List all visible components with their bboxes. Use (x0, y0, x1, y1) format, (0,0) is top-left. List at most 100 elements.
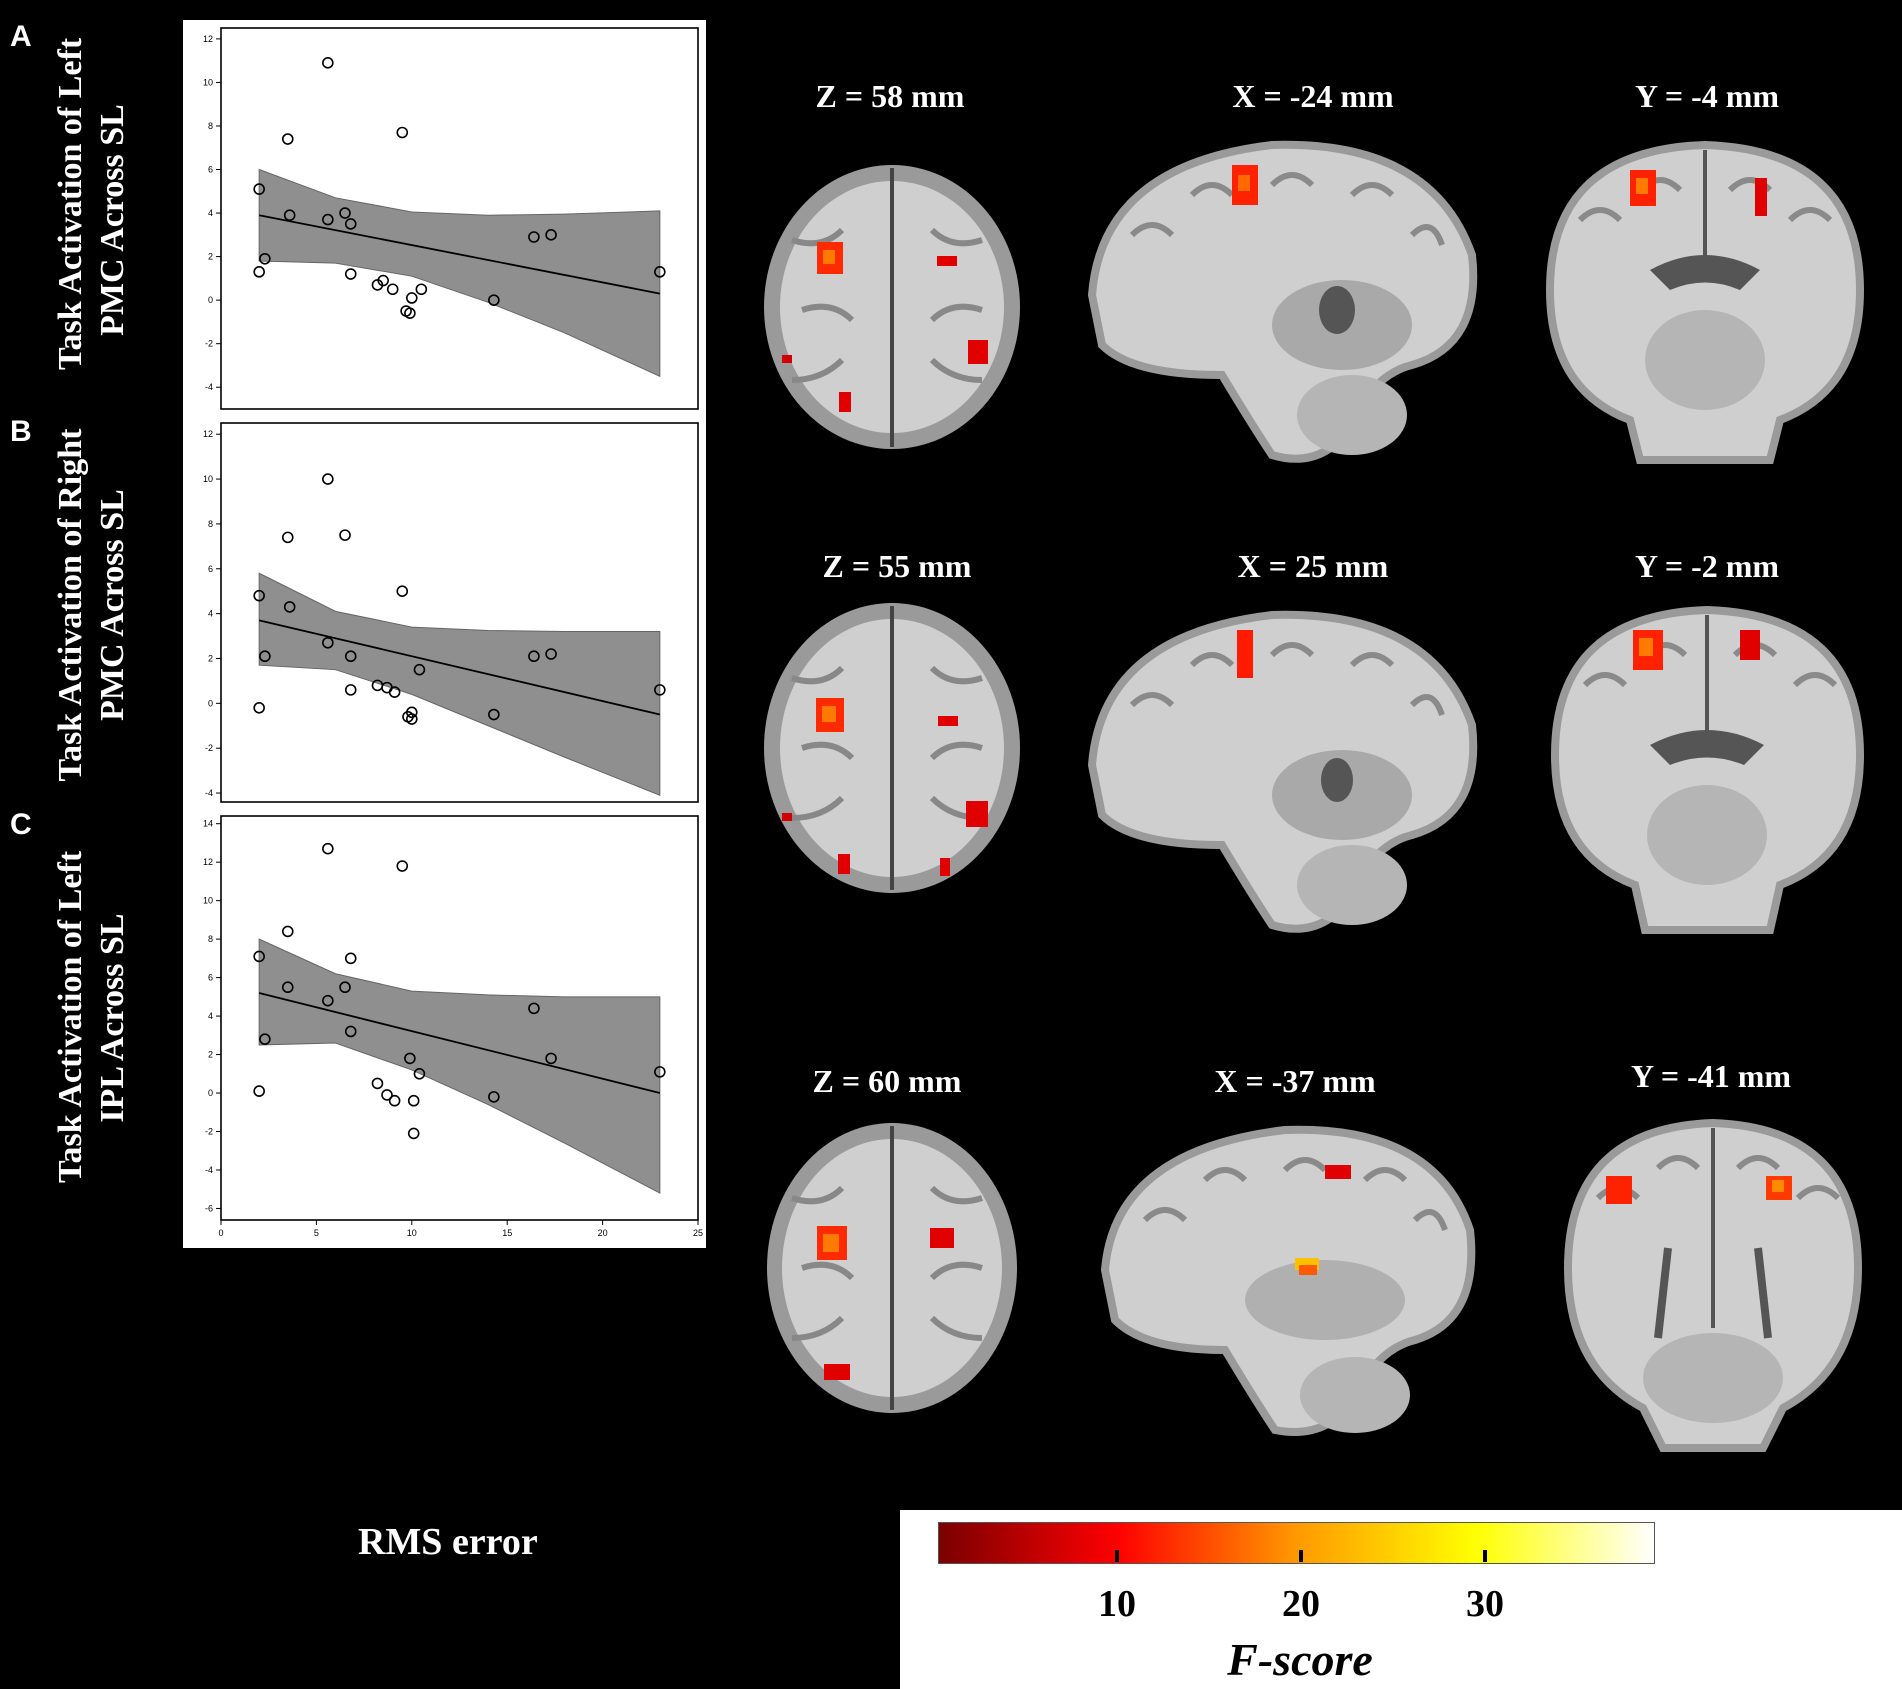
slice-label-b-coronal: Y = -2 mm (1634, 548, 1780, 584)
panel-letter-b: B (10, 415, 32, 448)
data-point (253, 1085, 265, 1097)
y-tick-label: 8 (208, 121, 213, 131)
colorbar-tick-mark (1483, 1550, 1487, 1562)
data-point (259, 1033, 271, 1045)
data-point (281, 925, 294, 938)
data-point (488, 1091, 500, 1103)
data-point (404, 1052, 416, 1065)
y-axis-label-a: Task Activation of Left PMC Across SL (50, 37, 134, 370)
brain-slice-b-axial (764, 603, 1020, 893)
y-axis-label-a-line1: Task Activation of Left (52, 37, 89, 370)
slice-label-a-axial: Z = 58 mm (815, 78, 965, 114)
y-axis-label-c-line2: IPL Across SL (94, 913, 131, 1123)
regression-line (258, 214, 661, 295)
y-tick-label: 4 (208, 208, 213, 218)
data-point (396, 860, 409, 872)
data-point (281, 981, 294, 994)
y-axis-label-a-line2: PMC Across SL (94, 104, 131, 336)
data-point (339, 981, 351, 994)
y-tick-label: 10 (203, 896, 213, 906)
y-tick-label: 2 (208, 252, 213, 262)
data-point (396, 126, 409, 139)
y-tick-label: 0 (208, 698, 213, 708)
data-point (388, 686, 401, 698)
scatter-plot-c: -6 -4 -2 0 2 4 6 8 10 12 14 0 5 10 15 20 25 (183, 808, 706, 1248)
data-point (322, 636, 334, 649)
data-point (381, 1089, 393, 1101)
data-point (406, 292, 418, 304)
data-point (344, 1025, 357, 1038)
data-point (488, 294, 500, 306)
data-point (413, 663, 426, 676)
y-tick-label: 4 (208, 1011, 213, 1021)
y-tick-label: 12 (203, 34, 213, 44)
data-point (344, 650, 357, 663)
data-point (388, 1094, 401, 1107)
y-tick-label: 2 (208, 1050, 213, 1060)
y-axis-label-b-line1: Task Activation of Right (52, 428, 89, 782)
brain-slice-c-axial (767, 1123, 1017, 1413)
slice-label-b-axial: Z = 55 mm (822, 548, 972, 584)
data-point (344, 268, 357, 280)
x-tick-label: 10 (407, 1228, 417, 1238)
slice-label-c-sagittal: X = -37 mm (1214, 1063, 1376, 1099)
y-axis-label-c-line1: Task Activation of Left (52, 850, 89, 1183)
colorbar-title: F-score (1227, 1634, 1373, 1685)
data-point (404, 307, 416, 320)
colorbar-tick-label: 10 (1098, 1583, 1136, 1625)
scatter-svg-c: -6 -4 -2 0 2 4 6 8 10 12 14 0 5 10 15 20 25 (203, 815, 703, 1238)
data-point (344, 684, 357, 696)
y-tick-label: 6 (208, 165, 213, 175)
brain-slice-a-axial (764, 165, 1020, 449)
data-point (654, 684, 666, 696)
data-point (253, 589, 265, 602)
y-axis-label-c: Task Activation of Left IPL Across SL (50, 850, 134, 1183)
y-tick-label: 2 (208, 653, 213, 663)
data-point (283, 601, 296, 613)
slice-label-b-sagittal: X = 25 mm (1237, 548, 1389, 584)
data-point (322, 473, 334, 485)
data-point (339, 529, 351, 541)
data-point (545, 648, 557, 660)
data-point (407, 1094, 420, 1107)
scatter-plot-b: -4 -2 0 2 4 6 8 10 12 (183, 415, 706, 808)
x-tick-label: 5 (314, 1228, 319, 1238)
colorbar-tick-label: 30 (1466, 1583, 1504, 1625)
slice-label-c-axial: Z = 60 mm (812, 1063, 962, 1099)
confidence-band (258, 572, 661, 797)
data-point (413, 1067, 426, 1080)
colorbar-gradient (938, 1522, 1655, 1564)
y-tick-label: -2 (205, 339, 213, 349)
y-tick-label: 6 (208, 564, 213, 574)
data-point (253, 950, 265, 963)
panel-letter-a: A (10, 20, 32, 53)
x-tick-label: 20 (598, 1228, 608, 1238)
data-point (253, 183, 265, 195)
data-point (344, 952, 357, 965)
data-point (545, 1052, 557, 1065)
confidence-band (258, 168, 661, 378)
scatter-svg-a: -4 -2 0 2 4 6 8 10 12 (203, 27, 699, 410)
data-point (488, 708, 500, 721)
data-point (396, 585, 409, 597)
data-point (406, 713, 418, 725)
data-point (415, 283, 428, 296)
y-tick-label: 10 (203, 77, 213, 87)
x-tick-label: 0 (218, 1228, 223, 1238)
panel-letter-c: C (10, 808, 32, 841)
data-point (344, 218, 357, 230)
data-point (528, 1002, 540, 1015)
data-point (253, 702, 265, 714)
y-tick-label: -6 (205, 1203, 213, 1213)
data-point (283, 209, 296, 222)
data-point (322, 842, 334, 855)
brain-slice-a-coronal (1545, 140, 1865, 464)
x-tick-label: 15 (502, 1228, 512, 1238)
data-point (528, 650, 540, 663)
brain-slice-c-sagittal (1100, 1125, 1476, 1436)
brain-slice-b-sagittal (1087, 610, 1478, 933)
data-point (322, 57, 334, 69)
y-tick-label: 10 (203, 474, 213, 484)
y-tick-label: -2 (205, 743, 213, 753)
scatter-plot-a: -4 -2 0 2 4 6 8 10 12 (183, 20, 706, 415)
